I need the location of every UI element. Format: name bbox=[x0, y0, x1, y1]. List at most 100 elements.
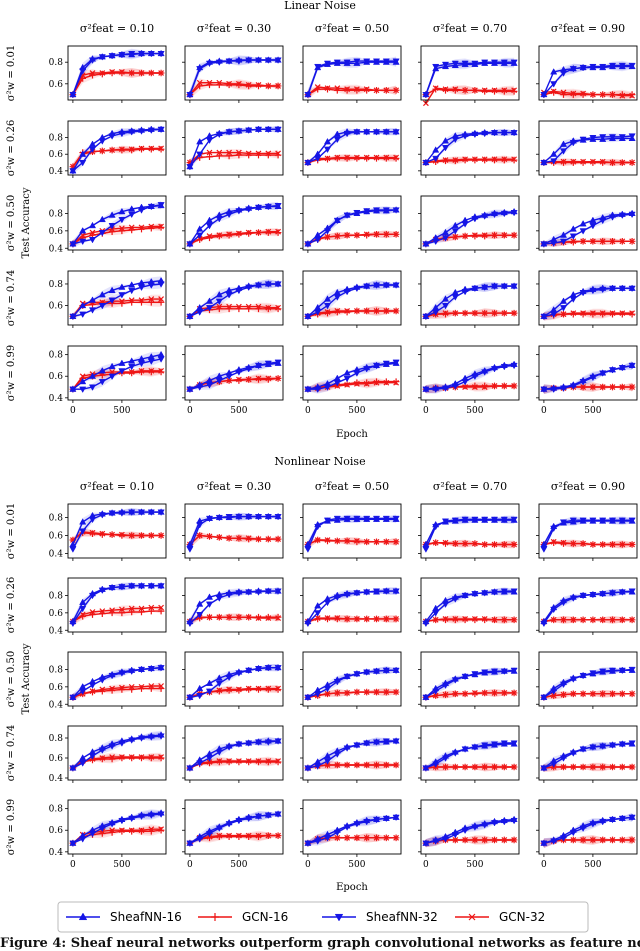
marker-s16-1 bbox=[314, 602, 322, 609]
line-g32 bbox=[189, 81, 279, 96]
marker-s32-7 bbox=[254, 514, 263, 521]
line-g32 bbox=[307, 156, 397, 164]
marker-s32-3 bbox=[451, 228, 459, 235]
marker-s32-3 bbox=[215, 59, 223, 67]
row-label-nonlinear-0: σ²w = 0.01 bbox=[6, 503, 17, 559]
marker-s32-9 bbox=[157, 202, 165, 209]
marker-s32-8 bbox=[264, 360, 272, 368]
marker-s32-7 bbox=[137, 666, 146, 674]
marker-s32-7 bbox=[372, 816, 381, 824]
marker-s32-6 bbox=[481, 130, 489, 138]
band-g32 bbox=[543, 835, 633, 848]
marker-g32-2 bbox=[206, 149, 213, 156]
marker-g32-8 bbox=[265, 758, 272, 764]
marker-g32-6 bbox=[363, 380, 370, 387]
row-label-nonlinear-4: σ²w = 0.99 bbox=[6, 799, 17, 855]
marker-s16-3 bbox=[333, 130, 341, 137]
band-g32 bbox=[189, 613, 279, 626]
marker-s32-2 bbox=[323, 599, 332, 607]
marker-g32-9 bbox=[629, 159, 635, 166]
marker-g32-4 bbox=[344, 308, 350, 314]
marker-s32-2 bbox=[88, 57, 97, 64]
marker-s32-2 bbox=[88, 753, 97, 760]
marker-s32-2 bbox=[441, 755, 450, 762]
marker-g32-9 bbox=[511, 310, 517, 317]
marker-g32-5 bbox=[472, 232, 478, 239]
marker-g16-9 bbox=[157, 754, 165, 762]
marker-g16-8 bbox=[619, 310, 626, 318]
marker-g32-6 bbox=[245, 229, 252, 236]
marker-s32-3 bbox=[333, 136, 341, 144]
marker-g32-8 bbox=[383, 87, 390, 94]
marker-g32-8 bbox=[383, 616, 390, 622]
line-g32 bbox=[307, 86, 397, 96]
marker-g32-6 bbox=[481, 541, 488, 548]
panel-linear-r0-c4 bbox=[536, 45, 638, 103]
marker-g32-8 bbox=[148, 826, 155, 833]
marker-s32-4 bbox=[225, 744, 233, 751]
y-tick-label: 0.6 bbox=[49, 302, 64, 312]
marker-g32-7 bbox=[609, 159, 616, 166]
marker-g16-8 bbox=[383, 378, 390, 385]
marker-g32-1 bbox=[79, 611, 86, 618]
marker-s32-2 bbox=[88, 830, 97, 838]
marker-g32-6 bbox=[128, 70, 135, 76]
marker-s32-4 bbox=[579, 592, 587, 600]
panel-frame bbox=[67, 45, 167, 101]
panel-frame bbox=[538, 503, 638, 559]
marker-g16-9 bbox=[157, 607, 165, 615]
y-tick-label: 0.6 bbox=[49, 80, 64, 90]
legend-label: SheafNN-32 bbox=[366, 910, 438, 924]
marker-s32-2 bbox=[205, 688, 214, 696]
marker-s32-6 bbox=[245, 815, 253, 823]
line-s32 bbox=[543, 64, 633, 96]
line-s32 bbox=[425, 518, 515, 550]
marker-g16-9 bbox=[274, 613, 282, 621]
line-s32 bbox=[425, 285, 515, 318]
marker-g32-3 bbox=[570, 310, 577, 317]
marker-g32-7 bbox=[255, 303, 262, 310]
marker-g16-5 bbox=[471, 690, 479, 698]
band-s16 bbox=[543, 588, 633, 623]
marker-g32-9 bbox=[275, 228, 281, 235]
marker-g32-6 bbox=[245, 81, 252, 88]
panel-frame bbox=[184, 270, 284, 326]
panel-linear-r1-c2 bbox=[300, 120, 402, 178]
marker-s32-1 bbox=[196, 309, 204, 316]
panel-frame bbox=[67, 345, 167, 401]
line-s32 bbox=[189, 283, 279, 318]
marker-s32-0 bbox=[422, 620, 430, 628]
band-g32 bbox=[189, 78, 279, 100]
marker-s16-1 bbox=[432, 146, 440, 153]
marker-s32-7 bbox=[254, 813, 263, 821]
panel-linear-r2-c0: 0.4 0.6 0.8 bbox=[49, 195, 167, 254]
marker-s32-6 bbox=[363, 589, 371, 596]
marker-s32-4 bbox=[343, 591, 351, 599]
marker-g32-8 bbox=[265, 304, 272, 311]
marker-s32-6 bbox=[599, 134, 607, 141]
marker-s32-0 bbox=[186, 313, 194, 321]
marker-g16-5 bbox=[235, 833, 243, 841]
x-tick-label: 0 bbox=[187, 406, 193, 416]
marker-s32-2 bbox=[88, 236, 97, 244]
marker-g16-6 bbox=[128, 754, 135, 762]
band-s32 bbox=[72, 201, 162, 248]
marker-s32-6 bbox=[128, 211, 136, 219]
marker-s32-8 bbox=[500, 130, 508, 137]
line-g32 bbox=[425, 158, 515, 164]
marker-g32-4 bbox=[462, 310, 468, 317]
marker-s32-6 bbox=[363, 515, 371, 523]
marker-s32-9 bbox=[392, 129, 400, 136]
marker-g32-1 bbox=[314, 84, 321, 90]
line-g32 bbox=[72, 606, 162, 623]
marker-g32-6 bbox=[363, 154, 370, 161]
marker-g32-5 bbox=[236, 832, 242, 839]
marker-s32-0 bbox=[186, 241, 194, 248]
marker-s32-8 bbox=[500, 740, 508, 747]
y-tick-label: 0.8 bbox=[49, 805, 64, 815]
marker-s32-9 bbox=[510, 59, 518, 67]
marker-s32-3 bbox=[451, 136, 459, 144]
marker-g32-4 bbox=[344, 538, 350, 544]
marker-s32-7 bbox=[490, 741, 499, 748]
marker-g32-7 bbox=[373, 231, 380, 238]
